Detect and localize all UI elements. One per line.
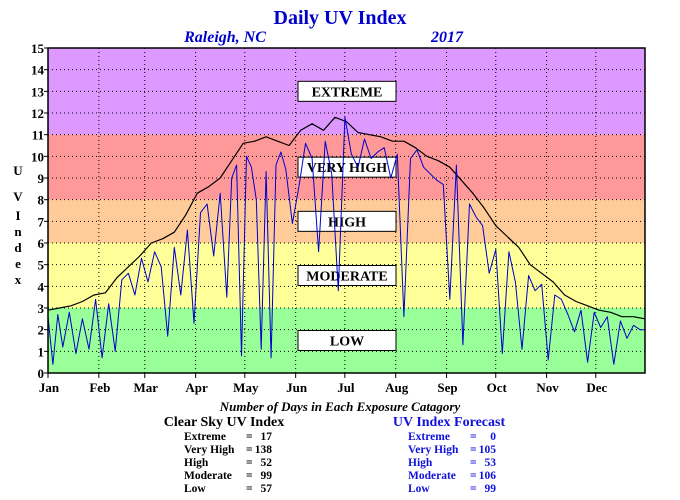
- category-labels: EXTREME VERY HIGH HIGH MODERATE LOW: [297, 80, 397, 351]
- forecast-row-sep: =: [470, 431, 477, 443]
- forecast-row-sep: =: [470, 444, 477, 456]
- y-tick-label: 10: [31, 149, 44, 164]
- y-axis-label-letter: e: [15, 256, 21, 271]
- chart-title: Daily UV Index: [274, 7, 407, 29]
- y-tick-label: 7: [38, 214, 45, 229]
- x-tick-label: Dec: [586, 380, 607, 395]
- clear-sky-row-sep: =: [246, 483, 253, 495]
- clear-sky-row-value: 138: [255, 444, 273, 456]
- clear-sky-row-label: Very High: [184, 444, 235, 456]
- forecast-row-label: Moderate: [408, 470, 456, 482]
- y-tick-label: 3: [38, 301, 45, 316]
- forecast-series-line: [47, 116, 645, 365]
- forecast-row-label: Low: [408, 483, 430, 495]
- forecast-row-label: Extreme: [408, 431, 450, 443]
- x-tick-label: Aug: [385, 380, 409, 395]
- plot-frame: [47, 47, 646, 374]
- clear-sky-row-value: 17: [261, 431, 273, 443]
- clear-sky-row-sep: =: [246, 457, 253, 469]
- y-tick-label: 0: [38, 366, 45, 381]
- category-label-box: [297, 265, 397, 286]
- chart-year: 2017: [430, 29, 464, 46]
- y-tick-label: 4: [38, 279, 45, 294]
- x-tick-label: Feb: [89, 380, 110, 395]
- y-tick-label: 13: [31, 84, 45, 99]
- y-axis-label-letter: n: [14, 224, 22, 239]
- forecast-row-value: 106: [479, 470, 497, 482]
- forecast-row-label: High: [408, 457, 433, 469]
- x-tick-label: Sep: [437, 380, 457, 395]
- clear-sky-row-sep: =: [246, 444, 253, 456]
- category-label-box: [297, 330, 397, 351]
- clear-sky-row-label: Moderate: [184, 470, 232, 482]
- clear-sky-row-label: Low: [184, 483, 206, 495]
- forecast-row-label: Very High: [408, 444, 459, 456]
- x-axis-ticks: Jan Feb Mar Apr May Jun Jul Aug Sep Oct Nov Dec: [39, 373, 607, 395]
- y-axis-label-letter: d: [14, 240, 22, 255]
- forecast-row-sep: =: [470, 470, 477, 482]
- category-label: EXTREME: [312, 85, 383, 100]
- y-tick-label: 1: [38, 344, 45, 359]
- clear-sky-heading: Clear Sky UV Index: [164, 415, 284, 430]
- stats-title: Number of Days in Each Exposure Catagory: [219, 399, 461, 414]
- category-label: HIGH: [328, 215, 366, 230]
- x-tick-label: May: [233, 380, 259, 395]
- y-tick-label: 2: [38, 323, 45, 338]
- chart-location: Raleigh, NC: [183, 29, 266, 46]
- x-tick-label: Jun: [286, 380, 308, 395]
- y-axis-label-letter: I: [15, 208, 20, 223]
- y-tick-label: 12: [31, 106, 44, 121]
- forecast-row-sep: =: [470, 457, 477, 469]
- clear-sky-row-label: Extreme: [184, 431, 226, 443]
- y-tick-label: 5: [38, 258, 45, 273]
- x-tick-label: Apr: [185, 380, 208, 395]
- forecast-row-sep: =: [470, 483, 477, 495]
- x-tick-label: Mar: [133, 380, 158, 395]
- clear-sky-row-sep: =: [246, 431, 253, 443]
- y-tick-label: 8: [38, 193, 45, 208]
- clear-sky-row-sep: =: [246, 470, 253, 482]
- forecast-row-value: 53: [485, 457, 497, 469]
- x-tick-label: Nov: [536, 380, 559, 395]
- clear-sky-row-value: 99: [261, 470, 273, 482]
- forecast-heading: UV Index Forecast: [393, 415, 506, 430]
- y-axis-label-letter: U: [13, 163, 23, 178]
- forecast-row-value: 99: [485, 483, 497, 495]
- category-label-box: [297, 210, 397, 232]
- y-tick-label: 15: [31, 41, 45, 56]
- y-tick-label: 9: [38, 171, 45, 186]
- forecast-row-value: 0: [490, 431, 496, 443]
- y-axis-label-letter: x: [15, 272, 22, 287]
- y-tick-label: 14: [31, 63, 45, 78]
- category-label: VERY HIGH: [307, 161, 387, 176]
- y-tick-label: 11: [32, 128, 44, 143]
- category-label: MODERATE: [306, 270, 387, 285]
- y-axis-label-letter: V: [13, 189, 23, 204]
- clear-sky-row-label: High: [184, 457, 209, 469]
- x-tick-label: Jan: [39, 380, 60, 395]
- forecast-row-value: 105: [479, 444, 497, 456]
- category-label-box: [297, 156, 397, 178]
- x-tick-label: Jul: [337, 380, 355, 395]
- clear-sky-row-value: 52: [261, 457, 273, 469]
- series-layer: [47, 116, 646, 365]
- category-label-box: [297, 80, 397, 102]
- clear-sky-row-value: 57: [261, 483, 273, 495]
- clear-sky-series-line: [47, 116, 646, 320]
- category-label: LOW: [330, 335, 364, 350]
- y-tick-label: 6: [38, 236, 45, 251]
- x-tick-label: Oct: [487, 380, 508, 395]
